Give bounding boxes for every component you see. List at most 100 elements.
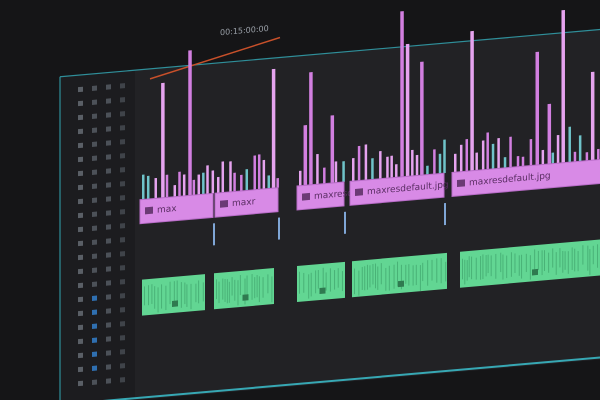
track-icon: [106, 378, 111, 384]
audio-wave: [226, 279, 228, 304]
track-icon: [106, 252, 111, 258]
audio-wave: [267, 274, 269, 294]
clip-spike: [267, 175, 271, 189]
track-icon: [106, 210, 111, 216]
audio-wave: [597, 244, 599, 268]
track-icon: [120, 97, 125, 103]
clip-spike: [221, 161, 225, 193]
audio-wave: [176, 280, 178, 303]
clip-spike: [497, 137, 500, 169]
track-icon: [106, 196, 111, 202]
track-icon: [78, 128, 83, 135]
clip-label: maxr: [232, 197, 256, 209]
track-icon: [106, 238, 111, 244]
track-icon: [106, 112, 111, 118]
track-icon: [92, 113, 97, 119]
track-icon: [106, 224, 111, 230]
audio-wave: [151, 284, 153, 305]
audio-wave: [544, 250, 546, 272]
audio-wave: [315, 270, 317, 294]
track-icon: [120, 363, 125, 369]
audio-wave: [500, 252, 502, 273]
clip-spike: [541, 149, 545, 165]
track-icon: [78, 366, 83, 373]
audio-wave: [510, 252, 512, 277]
clip-spike: [390, 155, 393, 178]
audio-wave: [412, 265, 414, 286]
clip-spike: [535, 51, 540, 166]
track-icon: [78, 114, 83, 121]
track-icon: [78, 310, 83, 317]
clip-spike: [438, 153, 442, 174]
clip-spike: [597, 148, 600, 160]
clip-spike: [411, 149, 414, 177]
track-icon: [78, 198, 83, 205]
clip-icon: [457, 179, 465, 188]
audio-wave: [419, 265, 421, 292]
audio-wave: [464, 259, 466, 285]
audio-wave: [555, 252, 557, 275]
audio-wave: [202, 282, 204, 302]
track-icon: [120, 237, 125, 243]
audio-wave: [334, 270, 336, 290]
audio-icon: [172, 300, 178, 307]
panel-bottom-edge: [60, 354, 600, 400]
audio-wave: [521, 254, 523, 279]
audio-wave: [534, 249, 536, 273]
audio-wave: [366, 264, 368, 290]
track-icon: [106, 280, 111, 286]
audio-wave: [231, 277, 233, 296]
audio-wave: [198, 280, 200, 304]
audio-wave: [431, 259, 433, 281]
audio-wave: [337, 268, 339, 288]
clip-spike: [245, 169, 249, 191]
audio-wave: [462, 258, 463, 280]
audio-wave: [303, 272, 305, 293]
audio-wave: [495, 253, 497, 279]
track-icon: [120, 195, 125, 201]
audio-wave: [564, 251, 566, 270]
track-icon: [92, 85, 97, 91]
audio-wave: [589, 249, 591, 275]
audio-wave: [184, 282, 186, 305]
clip-spike: [585, 152, 589, 161]
clip-spike: [443, 139, 446, 174]
track-icon: [120, 209, 125, 215]
audio-wave: [361, 266, 363, 290]
audio-wave: [468, 256, 470, 278]
clip-spike: [154, 177, 157, 199]
audio-wave: [567, 251, 569, 274]
audio-wave: [329, 268, 331, 292]
audio-wave: [502, 254, 504, 280]
audio-wave: [485, 255, 487, 277]
clip-spike: [323, 167, 326, 184]
audio-wave: [514, 253, 516, 274]
audio-wave: [354, 268, 355, 295]
track-icon: [92, 239, 97, 245]
audio-wave: [218, 281, 220, 304]
audio-wave: [559, 248, 561, 268]
track-icon: [120, 167, 125, 173]
audio-wave: [388, 265, 390, 291]
audio-wave: [173, 281, 175, 305]
audio-icon: [398, 280, 404, 288]
track-icon: [92, 323, 97, 329]
track-icon: [106, 168, 111, 174]
audio-wave: [246, 275, 248, 300]
audio-wave: [364, 266, 366, 291]
clip-spike: [568, 126, 571, 163]
track-headers: [60, 70, 135, 400]
audio-wave: [525, 253, 527, 273]
track-icon: [106, 308, 111, 314]
clip-spike: [253, 155, 256, 190]
track-icon: [120, 279, 125, 285]
clip-spike: [229, 161, 232, 192]
audio-wave: [393, 264, 395, 289]
clip-spike: [400, 11, 404, 177]
audio-wave: [372, 263, 374, 285]
clip-spike: [465, 138, 468, 172]
track-icon: [78, 240, 83, 247]
track-icon: [106, 294, 111, 300]
track-icon: [92, 169, 97, 175]
